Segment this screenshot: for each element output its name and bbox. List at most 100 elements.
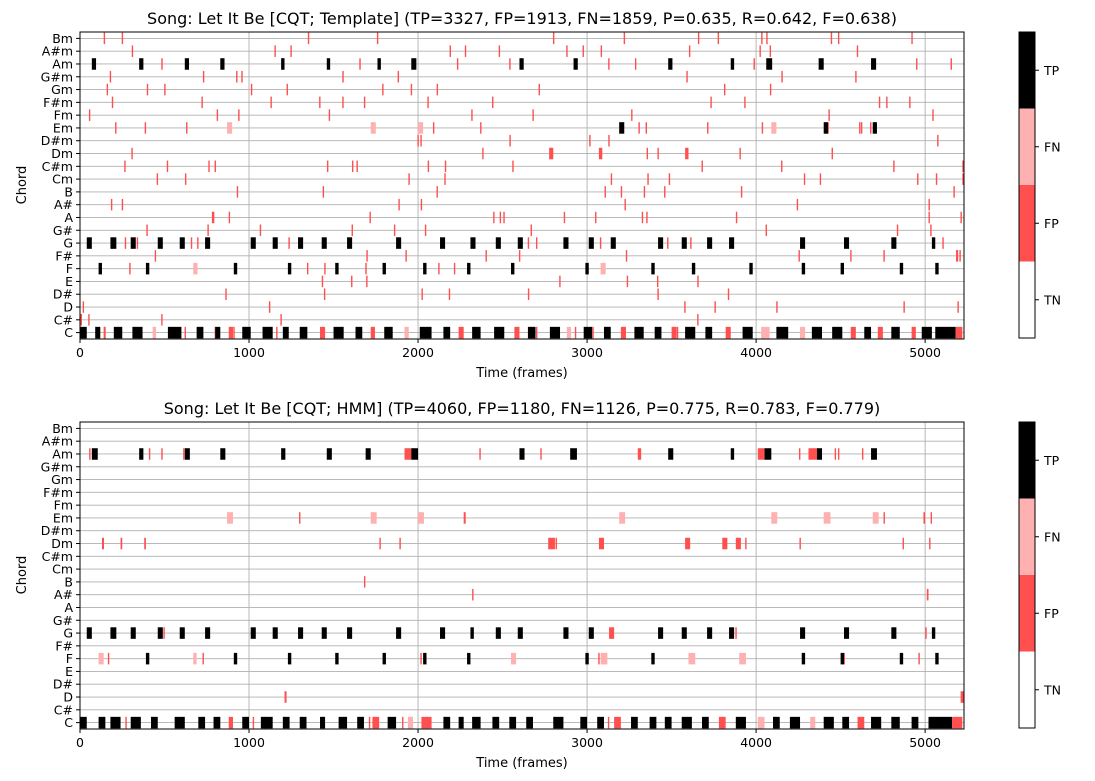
cell-tp [357, 716, 364, 729]
y-tick-label: G [63, 236, 73, 251]
cell-fp-mark [634, 58, 637, 70]
x-tick-label: 0 [76, 735, 84, 750]
y-tick-label: D# [53, 287, 73, 302]
cell-fp-mark [184, 173, 187, 185]
cell-fp-mark [417, 134, 419, 147]
cell-fp-mark [124, 160, 126, 173]
cell-fp-mark [479, 448, 481, 460]
cell-fp-mark [288, 237, 290, 249]
cell-fp-mark [148, 448, 151, 460]
cell-tp [729, 627, 735, 639]
cell-tp [928, 716, 953, 729]
cell-tp [816, 448, 823, 460]
cell-fp-mark [398, 198, 400, 211]
cell-fp-mark [937, 134, 939, 147]
cell-fp [685, 147, 689, 160]
cell-fp [685, 537, 691, 550]
cell-tp [597, 716, 604, 729]
cell-fp [930, 224, 932, 237]
cell-tp [891, 237, 897, 249]
cell-fp-mark [299, 512, 301, 524]
cell-fp-mark [238, 109, 240, 121]
y-tick-label: E [65, 274, 73, 289]
cell-tp [365, 448, 371, 460]
cell-tp [735, 716, 746, 729]
cell-fp-mark [421, 288, 423, 300]
cell-fn [404, 326, 409, 339]
colorbar-bottom: TN FP FN TP [1018, 421, 1061, 729]
cell-fp-mark [631, 109, 633, 121]
cell-fp-mark [427, 96, 429, 109]
cell-tp [139, 58, 144, 70]
cell-fp-mark [216, 109, 219, 121]
cell-tp [871, 716, 882, 729]
cell-fp-mark [471, 109, 473, 121]
cell-tp [320, 716, 326, 729]
cell-fp-mark [902, 537, 904, 550]
cell-fp-mark [530, 224, 532, 237]
cell-fp-mark [438, 262, 440, 275]
cell-fp-mark [827, 122, 829, 134]
cell-tp [509, 716, 517, 729]
x-tick-label: 3000 [571, 735, 603, 750]
cell-tp [145, 652, 150, 665]
cell-fp-mark [608, 134, 610, 147]
colorbar-segment-tn [1019, 651, 1035, 728]
colorbar-label: FP [1044, 216, 1059, 231]
cell-tp [467, 262, 471, 275]
cell-fp-mark [306, 262, 309, 275]
cell-tp [423, 652, 427, 665]
cell-fp-mark [436, 186, 438, 198]
cell-fp-mark [549, 147, 551, 160]
cell-fp-mark [886, 96, 888, 109]
cell-fn [511, 652, 517, 665]
cell-tp [321, 237, 327, 249]
cell-fp [725, 326, 731, 339]
cell-fp-mark [735, 211, 738, 224]
cell-tp [80, 326, 87, 339]
cell-fp-mark [688, 45, 691, 57]
cell-fp-mark [115, 122, 117, 134]
cell-tp [649, 716, 657, 729]
cell-tp [282, 716, 290, 729]
y-tick-label: D#m [41, 133, 73, 148]
cell-fp-mark [444, 173, 446, 185]
cell-tp [470, 237, 476, 249]
y-tick-label: A# [54, 197, 73, 212]
cell-fp-mark [493, 211, 495, 224]
y-tick-label: F# [55, 248, 73, 263]
cell-fp-mark [870, 122, 872, 134]
cell-fp-mark [485, 250, 487, 262]
cell-fp-mark [448, 288, 451, 300]
cell-fp-mark [623, 32, 626, 45]
cell-tp [130, 627, 136, 639]
cell-fp-mark [745, 537, 747, 550]
cell-tp [553, 716, 564, 729]
cell-fp-mark [368, 716, 371, 729]
cell-fp [549, 147, 554, 160]
cell-fn [370, 122, 376, 134]
cell-fp-mark [893, 160, 895, 173]
cell-tp [899, 652, 904, 665]
cell-tp [776, 326, 789, 339]
y-tick-label: Em [53, 120, 73, 135]
plot-title-bottom: Song: Let It Be [CQT; HMM] (TP=4060, FP=… [164, 399, 881, 418]
cell-fp-mark [202, 652, 204, 665]
cell-tp [840, 652, 844, 665]
cell-tp [495, 237, 501, 249]
cell-fp-mark [208, 160, 210, 173]
cell-fp-mark [359, 58, 361, 70]
cell-fn [600, 262, 606, 275]
cell-fp [769, 45, 772, 57]
cell-fp-mark [405, 250, 407, 262]
cell-fp-mark [834, 448, 837, 460]
y-tick-label: C#m [42, 549, 73, 564]
cell-tp [705, 326, 713, 339]
cell-fp-mark [664, 186, 666, 198]
cell-fp [761, 32, 763, 45]
cell-tp [766, 58, 773, 70]
cell-tp [899, 262, 904, 275]
cell-tp [242, 716, 250, 729]
cell-fp-mark [323, 288, 326, 300]
